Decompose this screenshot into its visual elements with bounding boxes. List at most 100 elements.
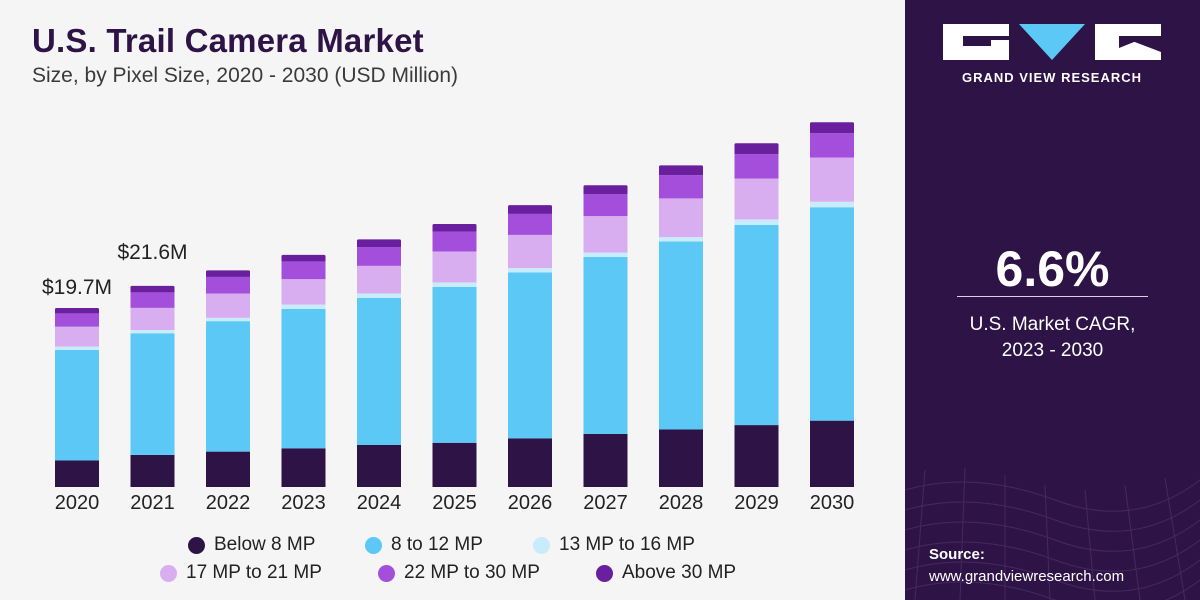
bar-cap-2024 — [357, 239, 401, 243]
cagr-label: U.S. Market CAGR, 2023 - 2030 — [905, 312, 1200, 364]
bar-segment-2027-22-mp-to-30-mp — [583, 193, 628, 217]
x-tick-label-2029: 2029 — [734, 492, 779, 514]
bar-segment-2028-17-mp-to-21-mp — [659, 198, 703, 238]
x-tick-label-2025: 2025 — [432, 492, 477, 514]
bar-segment-2022-13-mp-to-16-mp — [206, 317, 250, 322]
bar-segment-2025-22-mp-to-30-mp — [432, 231, 477, 252]
bar-segment-2022-above-30-mp — [206, 271, 250, 277]
bar-segment-2023-above-30-mp — [281, 255, 326, 262]
data-label-2020: $19.7M — [42, 276, 112, 299]
bar-segment-2029-13-mp-to-16-mp — [734, 219, 779, 225]
source-label: Source: — [929, 546, 985, 563]
bar-cap-2028 — [659, 165, 703, 169]
x-tick-label-2021: 2021 — [130, 492, 175, 514]
bar-segment-2025-8-to-12-mp — [432, 286, 477, 443]
bar-cap-2021 — [130, 285, 175, 289]
legend-item-8-to-12-mp: 8 to 12 MP — [365, 534, 483, 556]
bar-segment-2027-below-8-mp — [583, 433, 628, 487]
bar-segment-2024-17-mp-to-21-mp — [357, 265, 401, 294]
bar-segment-2026-8-to-12-mp — [508, 272, 552, 439]
bar-segment-2029-8-to-12-mp — [734, 224, 779, 426]
bar-cap-2023 — [281, 254, 326, 258]
source-block: Source: www.grandviewresearch.com — [929, 544, 1124, 588]
legend-swatch — [188, 536, 205, 554]
cagr-divider — [957, 296, 1148, 297]
legend-item-above-30-mp: Above 30 MP — [596, 562, 736, 584]
bar-segment-2026-above-30-mp — [508, 206, 552, 214]
legend-swatch — [160, 564, 177, 582]
bar-segment-2027-above-30-mp — [583, 186, 628, 194]
bar-segment-2030-above-30-mp — [810, 123, 854, 134]
bar-segment-2021-13-mp-to-16-mp — [130, 329, 175, 334]
bar-segment-2025-below-8-mp — [432, 442, 477, 487]
bar-segment-2023-8-to-12-mp — [281, 308, 326, 449]
bar-segment-2027-8-to-12-mp — [583, 257, 628, 434]
bar-cap-2030 — [810, 122, 854, 126]
brand-name: GRAND VIEW RESEARCH — [961, 70, 1143, 85]
legend-label: 17 MP to 21 MP — [186, 562, 322, 583]
legend-swatch — [533, 536, 550, 554]
x-tick-label-2030: 2030 — [810, 492, 855, 514]
bar-segment-2023-17-mp-to-21-mp — [281, 279, 326, 305]
bar-cap-2027 — [583, 185, 628, 189]
bar-segment-2030-8-to-12-mp — [810, 207, 854, 421]
bar-segment-2028-below-8-mp — [659, 429, 703, 487]
legend-swatch — [596, 564, 613, 582]
bar-segment-2023-below-8-mp — [281, 448, 326, 487]
bar-segment-2025-13-mp-to-16-mp — [432, 282, 477, 287]
bar-segment-2030-22-mp-to-30-mp — [810, 133, 854, 158]
bar-segment-2021-17-mp-to-21-mp — [130, 307, 175, 330]
cagr-label-line1: U.S. Market CAGR, — [969, 314, 1136, 335]
legend-label: 22 MP to 30 MP — [404, 562, 540, 583]
legend-item-below-8-mp: Below 8 MP — [188, 534, 315, 556]
x-tick-label-2026: 2026 — [508, 492, 553, 514]
bar-segment-2026-below-8-mp — [508, 438, 552, 487]
bar-segment-2021-above-30-mp — [130, 286, 175, 293]
bar-segment-2027-13-mp-to-16-mp — [583, 252, 628, 258]
bar-segment-2025-17-mp-to-21-mp — [432, 251, 477, 283]
legend-label: 8 to 12 MP — [391, 534, 483, 555]
source-url[interactable]: www.grandviewresearch.com — [929, 568, 1125, 585]
x-tick-label-2024: 2024 — [357, 492, 402, 514]
legend-label: Below 8 MP — [214, 534, 316, 555]
x-tick-label-2027: 2027 — [583, 492, 628, 514]
cagr-label-line2: 2023 - 2030 — [1001, 340, 1104, 361]
bar-segment-2020-17-mp-to-21-mp — [55, 326, 99, 347]
bar-segment-2024-below-8-mp — [357, 444, 401, 487]
bar-segment-2026-17-mp-to-21-mp — [508, 234, 552, 269]
legend-swatch — [378, 564, 395, 582]
legend-swatch — [365, 536, 382, 554]
bar-segment-2028-13-mp-to-16-mp — [659, 237, 703, 242]
data-label-2021: $21.6M — [117, 241, 187, 264]
bar-segment-2024-22-mp-to-30-mp — [357, 247, 401, 266]
bar-segment-2023-22-mp-to-30-mp — [281, 261, 326, 280]
x-tick-label-2022: 2022 — [206, 492, 251, 514]
chart-title: U.S. Trail Camera Market — [32, 22, 424, 59]
bar-cap-2029 — [734, 143, 779, 147]
bar-segment-2022-17-mp-to-21-mp — [206, 293, 250, 318]
bar-segment-2028-8-to-12-mp — [659, 241, 703, 430]
chart-subtitle: Size, by Pixel Size, 2020 - 2030 (USD Mi… — [32, 64, 459, 87]
legend-label: Above 30 MP — [622, 562, 737, 583]
bar-segment-2030-17-mp-to-21-mp — [810, 157, 854, 202]
bar-segment-2021-8-to-12-mp — [130, 333, 175, 455]
bar-cap-2025 — [432, 223, 477, 227]
bar-segment-2023-13-mp-to-16-mp — [281, 304, 326, 309]
legend-label: 13 MP to 16 MP — [559, 534, 695, 555]
bar-segment-2029-below-8-mp — [734, 425, 779, 487]
bar-segment-2028-above-30-mp — [659, 166, 703, 176]
bar-segment-2020-13-mp-to-16-mp — [55, 346, 99, 350]
bar-cap-2022 — [206, 270, 250, 274]
wave-mesh-decoration — [905, 467, 1200, 600]
stacked-bar-chart: 2020 $19.7M 2021 $21.6M 2022 2023 2024 2025 2026… — [42, 122, 855, 514]
bar-segment-2029-above-30-mp — [734, 144, 779, 155]
bar-segment-2024-13-mp-to-16-mp — [357, 293, 401, 298]
bar-segment-2022-22-mp-to-30-mp — [206, 276, 250, 294]
bar-cap-2026 — [508, 205, 552, 209]
cagr-value: 6.6% — [995, 241, 1110, 297]
bar-segment-2030-below-8-mp — [810, 420, 854, 487]
bar-segment-2028-22-mp-to-30-mp — [659, 175, 703, 199]
x-tick-label-2028: 2028 — [659, 492, 704, 514]
bar-segment-2029-22-mp-to-30-mp — [734, 154, 779, 179]
bar-segment-2029-17-mp-to-21-mp — [734, 178, 779, 220]
